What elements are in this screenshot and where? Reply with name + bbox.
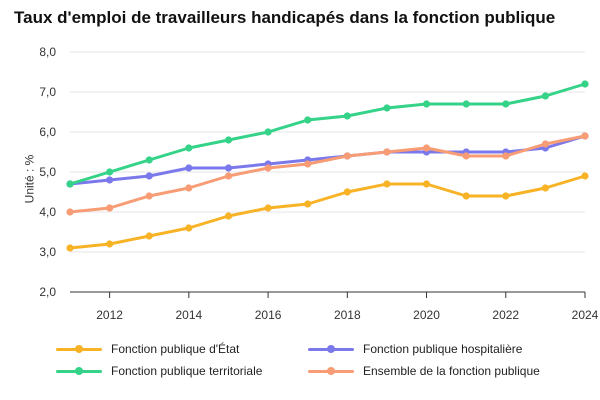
data-point bbox=[264, 128, 272, 136]
x-tick-label: 2024 bbox=[572, 308, 599, 322]
data-point bbox=[462, 100, 470, 108]
legend-item[interactable]: Fonction publique hospitalière bbox=[308, 342, 568, 356]
legend-item[interactable]: Fonction publique territoriale bbox=[56, 364, 308, 378]
x-tick-label: 2020 bbox=[413, 308, 440, 322]
data-point bbox=[106, 168, 114, 176]
data-point bbox=[145, 192, 153, 200]
y-tick-label: 8,0 bbox=[39, 45, 56, 59]
series-line-2 bbox=[68, 134, 587, 186]
data-point bbox=[66, 180, 74, 188]
data-point bbox=[304, 160, 312, 168]
data-point bbox=[224, 212, 233, 220]
legend-item[interactable]: Fonction publique d'État bbox=[56, 342, 308, 356]
legend-swatch-dot bbox=[327, 345, 335, 353]
data-point bbox=[343, 112, 351, 120]
data-point bbox=[224, 172, 233, 180]
data-point bbox=[502, 152, 510, 160]
data-point bbox=[343, 188, 351, 196]
series-line-1 bbox=[68, 174, 587, 250]
data-point bbox=[304, 200, 312, 208]
y-tick-label: 7,0 bbox=[39, 85, 56, 99]
data-point bbox=[383, 180, 391, 188]
data-point bbox=[502, 192, 510, 200]
legend-swatch bbox=[308, 365, 354, 377]
data-point bbox=[106, 204, 114, 212]
legend-swatch-dot bbox=[75, 345, 83, 353]
data-point bbox=[145, 172, 153, 180]
data-point bbox=[66, 244, 74, 252]
data-point bbox=[422, 144, 431, 152]
data-point bbox=[541, 184, 550, 192]
series-line-3 bbox=[68, 82, 587, 186]
legend-swatch bbox=[308, 343, 354, 355]
data-point bbox=[581, 80, 589, 88]
legend-swatch bbox=[56, 365, 102, 377]
data-point bbox=[304, 116, 312, 124]
legend: Fonction publique d'État Fonction publiqu… bbox=[56, 342, 596, 378]
data-point bbox=[343, 152, 351, 160]
data-point bbox=[422, 180, 431, 188]
y-tick-label: 4,0 bbox=[39, 205, 56, 219]
data-point bbox=[264, 164, 272, 172]
data-point bbox=[185, 144, 193, 152]
legend-swatch-dot bbox=[75, 367, 83, 375]
data-point bbox=[224, 136, 233, 144]
data-point bbox=[185, 164, 193, 172]
data-point bbox=[541, 92, 550, 100]
x-tick-label: 2022 bbox=[492, 308, 519, 322]
data-point bbox=[422, 100, 431, 108]
line-chart: 2,0 3,0 4,0 5,0 6,0 7,0 8,0 2012 2014 2016 2018 202… bbox=[39, 45, 599, 322]
legend-label: Ensemble de la fonction publique bbox=[363, 364, 540, 378]
y-tick-label: 5,0 bbox=[39, 165, 56, 179]
data-point bbox=[581, 172, 589, 180]
y-tick-label: 3,0 bbox=[39, 245, 56, 259]
data-point bbox=[383, 148, 391, 156]
series-line-4 bbox=[68, 134, 587, 214]
data-point bbox=[185, 184, 193, 192]
legend-swatch bbox=[56, 343, 102, 355]
y-tick-label: 6,0 bbox=[39, 125, 56, 139]
data-point bbox=[224, 164, 233, 172]
y-tick-label: 2,0 bbox=[39, 285, 56, 299]
data-point bbox=[541, 140, 550, 148]
legend-swatch-dot bbox=[327, 367, 335, 375]
legend-label: Fonction publique d'État bbox=[111, 342, 240, 356]
legend-item[interactable]: Ensemble de la fonction publique bbox=[308, 364, 568, 378]
legend-label: Fonction publique territoriale bbox=[111, 364, 263, 378]
data-point bbox=[106, 176, 114, 184]
x-tick-label: 2016 bbox=[255, 308, 282, 322]
data-point bbox=[145, 232, 153, 240]
x-tick-label: 2012 bbox=[96, 308, 123, 322]
data-point bbox=[185, 224, 193, 232]
data-point bbox=[462, 192, 470, 200]
x-tick-label: 2018 bbox=[334, 308, 361, 322]
data-point bbox=[462, 152, 470, 160]
data-point bbox=[66, 208, 74, 216]
data-point bbox=[581, 132, 589, 140]
data-point bbox=[106, 240, 114, 248]
legend-label: Fonction publique hospitalière bbox=[363, 342, 523, 356]
x-tick-label: 2014 bbox=[175, 308, 202, 322]
data-point bbox=[264, 204, 272, 212]
data-point bbox=[383, 104, 391, 112]
chart-title: Taux d'emploi de travailleurs handicapés… bbox=[14, 8, 556, 27]
data-point bbox=[145, 156, 153, 164]
data-point bbox=[502, 100, 510, 108]
